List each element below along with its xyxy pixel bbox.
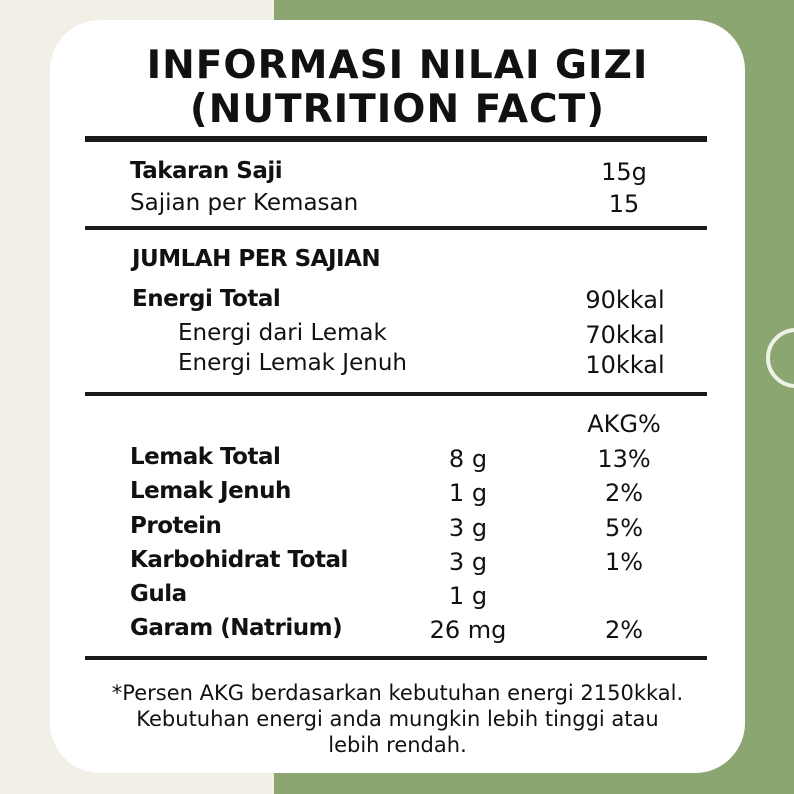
- energy-saturated-fat-label: Energi Lemak Jenuh: [178, 350, 407, 376]
- nutrient-name: Karbohidrat Total: [130, 547, 348, 573]
- energy-saturated-fat-value: 10kkal: [585, 351, 665, 379]
- nutrition-facts-card: INFORMASI NILAI GIZI (NUTRITION FACT) Ta…: [50, 20, 745, 773]
- footnote-line-2: Kebutuhan energi anda mungkin lebih ting…: [136, 707, 659, 731]
- nutrient-amount: 26 mg: [429, 616, 507, 644]
- nutrient-akg: 1%: [604, 548, 644, 576]
- nutrient-akg: 2%: [604, 479, 644, 507]
- divider: [85, 392, 707, 396]
- energy-total-value: 90kkal: [585, 286, 665, 314]
- nutrient-amount: 1 g: [448, 582, 488, 610]
- nutrient-name: Lemak Total: [130, 444, 281, 470]
- servings-per-pack-value: 15: [608, 190, 640, 218]
- nutrient-amount: 8 g: [448, 445, 488, 473]
- nutrient-name: Gula: [130, 581, 187, 607]
- energy-total-label: Energi Total: [132, 286, 281, 312]
- divider-thick: [85, 136, 707, 142]
- energy-from-fat-value: 70kkal: [585, 321, 665, 349]
- nutrient-name: Garam (Natrium): [130, 615, 343, 641]
- nutrient-amount: 3 g: [448, 514, 488, 542]
- nutrient-akg: 5%: [604, 514, 644, 542]
- nutrient-name: Lemak Jenuh: [130, 478, 291, 504]
- title-line-1: INFORMASI NILAI GIZI: [146, 43, 649, 88]
- energy-from-fat-label: Energi dari Lemak: [178, 320, 387, 346]
- serving-size-label: Takaran Saji: [130, 158, 283, 184]
- akg-column-header: AKG%: [587, 410, 661, 438]
- nutrient-amount: 3 g: [448, 548, 488, 576]
- servings-per-pack-label: Sajian per Kemasan: [130, 190, 359, 216]
- nutrient-name: Protein: [130, 513, 222, 539]
- nutrient-akg: 2%: [604, 616, 644, 644]
- nutrient-akg: 13%: [597, 445, 651, 473]
- amount-per-serving-heading: JUMLAH PER SAJIAN: [132, 246, 381, 272]
- divider: [85, 656, 707, 660]
- divider: [85, 226, 707, 230]
- footnote-line-3: lebih rendah.: [328, 733, 467, 757]
- serving-size-value: 15g: [601, 158, 647, 186]
- title-line-2: (NUTRITION FACT): [189, 87, 606, 132]
- nutrient-amount: 1 g: [448, 479, 488, 507]
- footnote-line-1: *Persen AKG berdasarkan kebutuhan energi…: [111, 681, 684, 705]
